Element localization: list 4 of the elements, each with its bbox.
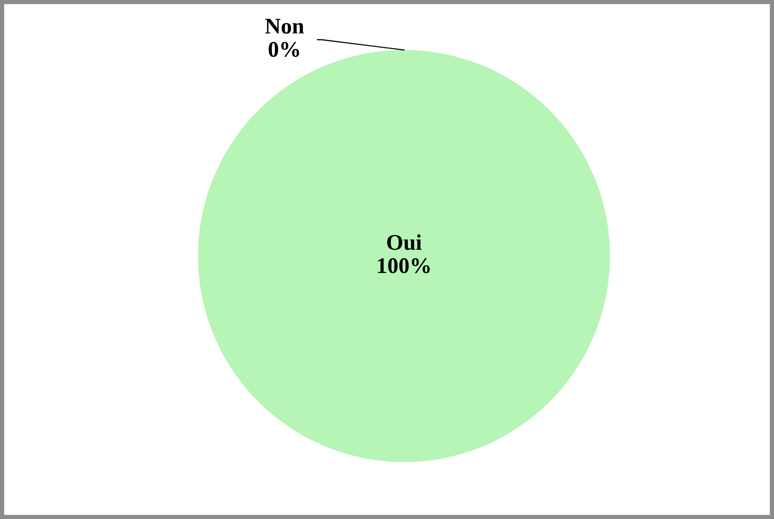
slice-label: Oui: [387, 234, 422, 250]
data-label: 100%: [378, 258, 430, 274]
text: 0%: [268, 42, 300, 57]
category-label: Non: [265, 18, 304, 34]
